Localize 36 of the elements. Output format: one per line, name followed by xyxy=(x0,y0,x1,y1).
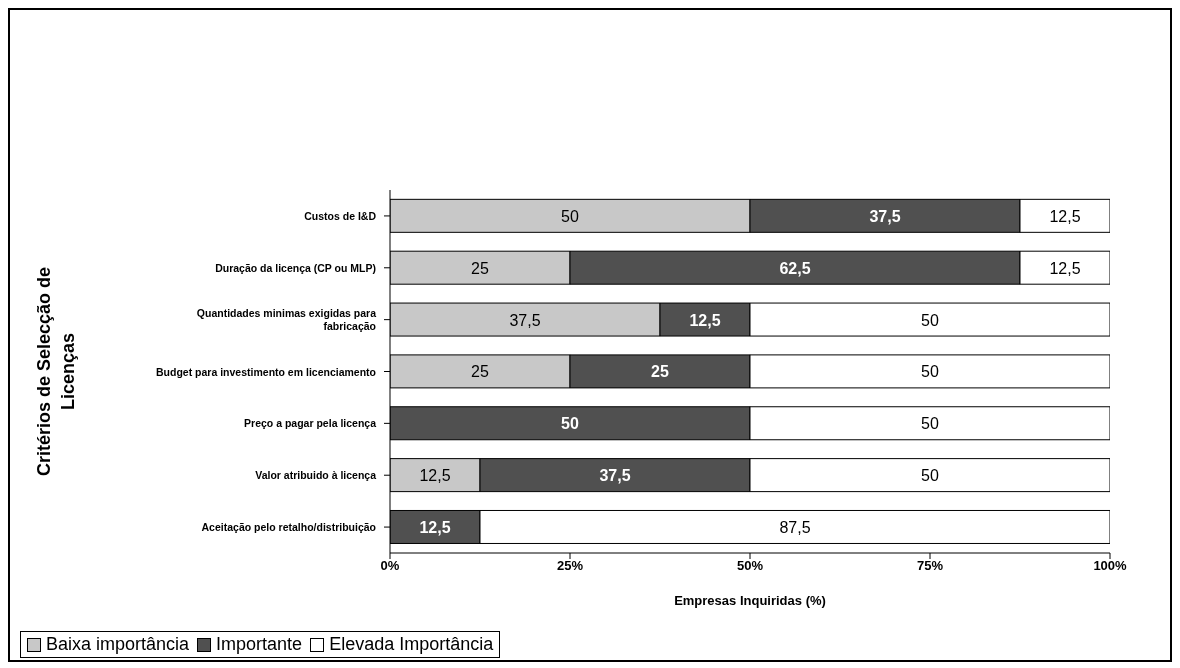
data-label: 50 xyxy=(921,311,939,329)
x-axis-title: Empresas Inquiridas (%) xyxy=(674,593,826,608)
y-axis-title: Critérios de Selecção de Licenças xyxy=(34,266,78,477)
y-tick-label: Duração da licença (CP ou MLP) xyxy=(215,261,376,274)
x-tick-label: 25% xyxy=(556,558,584,574)
y-tick-label: Quantidades minimas exigidas para fabricação xyxy=(196,307,377,333)
x-tick-label: 100% xyxy=(1093,558,1128,574)
data-label: 50 xyxy=(921,415,939,433)
legend-label: Elevada Importância xyxy=(328,634,494,655)
data-label: 50 xyxy=(561,207,579,225)
data-label: 25 xyxy=(471,363,489,381)
data-label: 50 xyxy=(921,363,939,381)
x-tick-label: 50% xyxy=(736,558,764,574)
data-label: 37,5 xyxy=(599,467,631,485)
y-tick-label: Custos de I&D xyxy=(304,209,377,222)
data-label: 87,5 xyxy=(779,518,811,536)
data-label: 37,5 xyxy=(869,207,901,225)
y-tick-label: Valor atribuido à licença xyxy=(255,469,377,482)
y-tick-label: Aceitação pelo retalho/distribuição xyxy=(201,521,376,534)
data-label: 12,5 xyxy=(419,467,451,485)
data-label: 25 xyxy=(651,363,669,381)
data-label: 12,5 xyxy=(419,518,451,536)
legend-label: Importante xyxy=(215,634,303,655)
data-label: 12,5 xyxy=(1049,259,1081,277)
data-label: 12,5 xyxy=(1049,207,1081,225)
x-tick-label: 75% xyxy=(916,558,944,574)
data-label: 50 xyxy=(561,415,579,433)
y-tick-label: Budget para investimento em licenciamento xyxy=(156,365,376,378)
data-label: 50 xyxy=(921,467,939,485)
data-label: 12,5 xyxy=(689,311,721,329)
data-label: 25 xyxy=(471,259,489,277)
legend-label: Baixa importância xyxy=(45,634,190,655)
y-tick-label: Preço a pagar pela licença xyxy=(244,417,377,430)
data-label: 37,5 xyxy=(509,311,541,329)
data-label: 62,5 xyxy=(779,259,811,277)
x-tick-label: 0% xyxy=(380,558,400,574)
